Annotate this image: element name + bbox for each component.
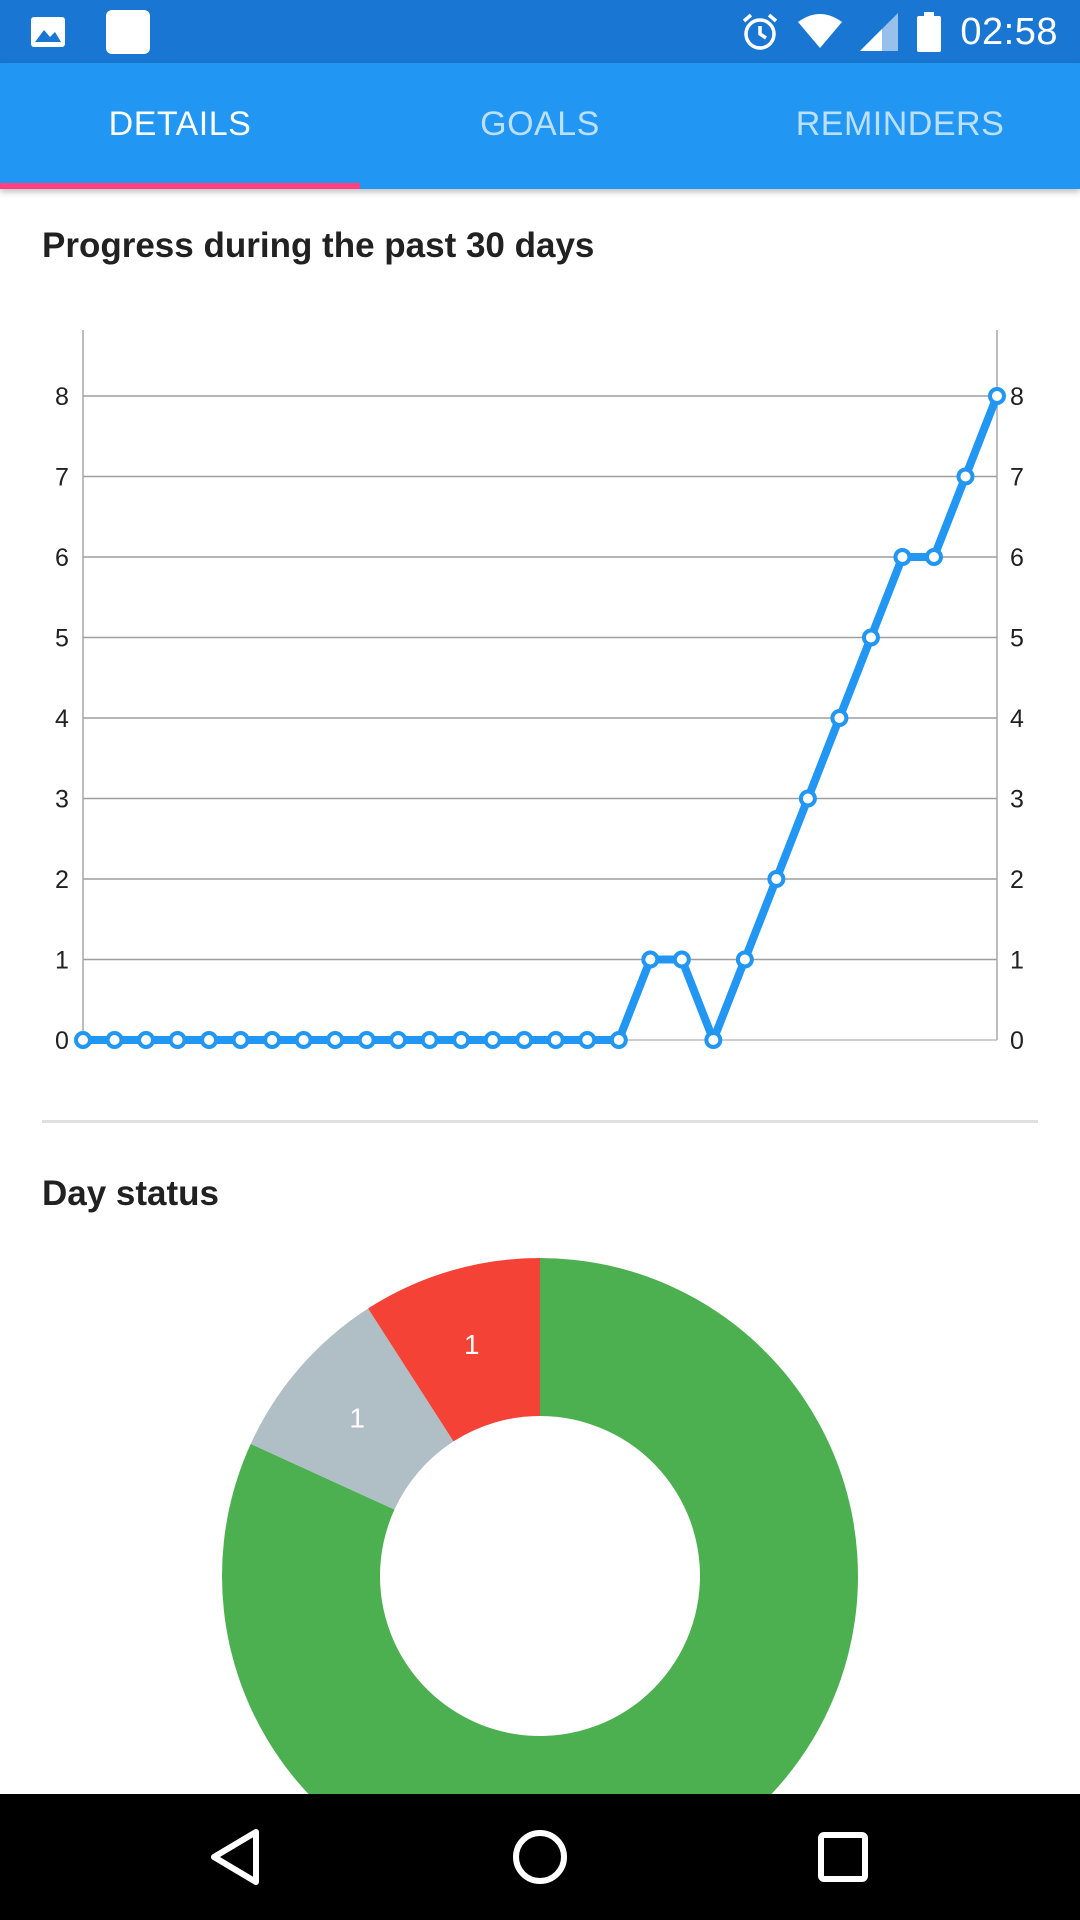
- data-point: [168, 1031, 187, 1049]
- tab-reminders-label: REMINDERS: [795, 104, 1005, 143]
- tab-goals[interactable]: GOALS: [360, 63, 720, 189]
- data-point: [294, 1031, 313, 1049]
- y-tick-label-left: 7: [55, 464, 69, 492]
- data-point: [735, 950, 754, 969]
- tab-indicator: [0, 183, 360, 189]
- y-tick-label-right: 1: [1010, 947, 1024, 975]
- donut-slice: [368, 1258, 540, 1442]
- data-point: [546, 1031, 565, 1049]
- data-point: [200, 1031, 219, 1049]
- y-tick-label-right: 6: [1010, 544, 1024, 572]
- day-status-section-title: Day status: [42, 1174, 220, 1213]
- data-point: [137, 1031, 156, 1049]
- tab-details-label: DETAILS: [108, 104, 252, 143]
- data-point: [420, 1031, 439, 1049]
- y-tick-label-right: 0: [1010, 1027, 1024, 1055]
- tab-details[interactable]: DETAILS: [0, 63, 360, 189]
- data-point: [830, 709, 849, 727]
- y-tick-label-right: 2: [1010, 866, 1024, 894]
- data-point: [767, 870, 786, 888]
- slice-label: 1: [464, 1329, 480, 1360]
- day-status-chart: 911: [0, 1230, 1080, 1794]
- data-point: [452, 1031, 471, 1049]
- navigation-bar: [0, 1794, 1080, 1920]
- y-tick-label-left: 3: [55, 786, 69, 814]
- signal-icon: [860, 13, 899, 51]
- clock: 02:58: [960, 11, 1058, 53]
- y-tick-label-left: 2: [55, 866, 69, 894]
- status-bar: 02:58: [0, 0, 1080, 63]
- y-tick-label-left: 8: [55, 383, 69, 411]
- y-tick-label-left: 4: [55, 705, 69, 733]
- data-point: [483, 1031, 502, 1049]
- app-square-icon: [106, 10, 150, 54]
- section-divider: [42, 1120, 1038, 1123]
- y-tick-label-right: 3: [1010, 786, 1024, 814]
- y-tick-label-left: 0: [55, 1027, 69, 1055]
- data-point: [389, 1031, 408, 1049]
- data-point: [641, 950, 660, 969]
- y-tick-label-left: 6: [55, 544, 69, 572]
- home-icon[interactable]: [505, 1822, 575, 1892]
- progress-chart: 0 0 1 1 2 2 3 3 4 4 5 5 6 6 7 7 8 8: [0, 300, 1080, 1080]
- data-point: [893, 548, 912, 566]
- progress-section-title: Progress during the past 30 days: [42, 226, 595, 265]
- slice-label: 1: [349, 1403, 365, 1434]
- y-tick-label-right: 8: [1010, 383, 1024, 411]
- data-point: [326, 1031, 345, 1049]
- data-point: [704, 1031, 723, 1049]
- progress-line-chart: 0 0 1 1 2 2 3 3 4 4 5 5 6 6 7 7 8 8: [55, 330, 1024, 1055]
- donut-slice: [250, 1308, 454, 1510]
- data-point: [74, 1031, 92, 1049]
- y-tick-label-left: 5: [55, 625, 69, 653]
- alarm-icon: [743, 13, 778, 50]
- tab-bar: DETAILS GOALS REMINDERS: [0, 63, 1080, 189]
- wifi-icon: [798, 14, 843, 48]
- recents-icon[interactable]: [808, 1822, 878, 1892]
- tab-goals-label: GOALS: [480, 104, 600, 143]
- y-tick-label-left: 1: [55, 947, 69, 975]
- data-point: [515, 1031, 534, 1049]
- back-icon[interactable]: [200, 1822, 270, 1892]
- data-point: [924, 548, 943, 566]
- day-status-donut-chart: 911: [222, 1258, 858, 1794]
- y-tick-label-right: 5: [1010, 625, 1024, 653]
- data-point: [861, 628, 880, 647]
- data-point: [105, 1031, 124, 1049]
- data-point: [956, 467, 975, 486]
- data-point: [263, 1031, 282, 1049]
- y-tick-label-right: 4: [1010, 705, 1024, 733]
- battery-icon: [917, 12, 942, 52]
- tab-reminders[interactable]: REMINDERS: [720, 63, 1080, 189]
- donut-slice: [222, 1258, 858, 1794]
- data-point: [988, 387, 1006, 405]
- data-point: [798, 789, 817, 808]
- data-point: [357, 1031, 376, 1049]
- data-point: [609, 1031, 628, 1049]
- data-point: [231, 1031, 250, 1049]
- image-icon: [31, 17, 65, 47]
- data-point: [578, 1031, 597, 1049]
- data-point: [672, 950, 691, 969]
- y-tick-label-right: 7: [1010, 464, 1024, 492]
